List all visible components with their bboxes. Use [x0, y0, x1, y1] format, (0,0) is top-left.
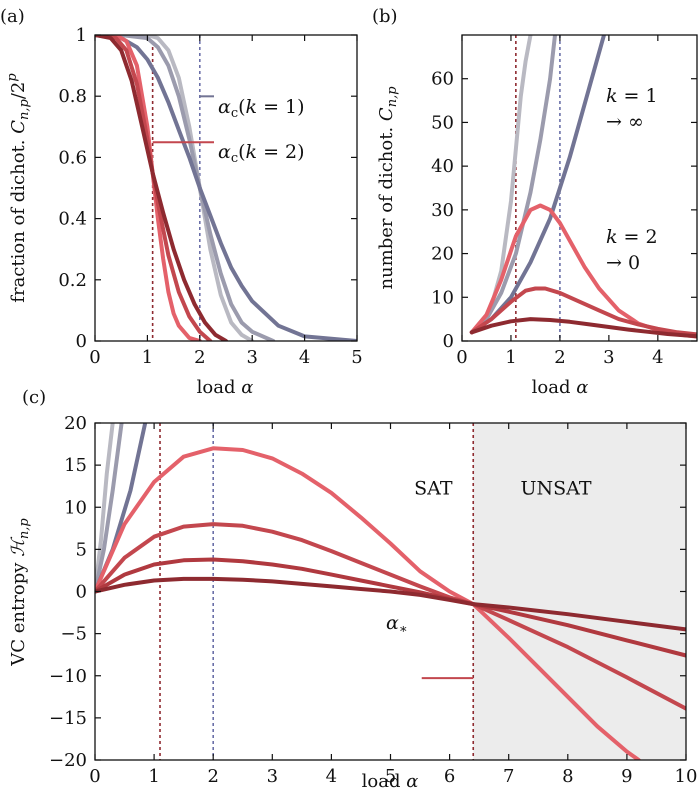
ytick-label-b-4: 40 — [431, 156, 454, 177]
xtick-label-a-5: 5 — [351, 347, 362, 368]
ytick-label-a-4: 0.8 — [58, 86, 87, 107]
panel-b-label: (b) — [372, 6, 398, 27]
xtick-label-c-5: 5 — [385, 766, 396, 787]
panel-b-ylabel: number of dichot. Cn,p — [376, 86, 400, 290]
ytick-label-c-2: −10 — [49, 666, 87, 687]
ytick-label-c-5: 5 — [76, 539, 87, 560]
series-line-b-3 — [469, 203, 697, 339]
panel-a-ylabel: fraction of dichot. Cn,p/2p — [5, 73, 32, 303]
xtick-label-c-9: 9 — [621, 766, 632, 787]
ytick-label-b-3: 30 — [431, 200, 454, 221]
xtick-label-c-3: 3 — [267, 766, 278, 787]
ytick-label-c-1: −15 — [49, 708, 87, 729]
panel-b-annot-k2-limit: → 0 — [606, 252, 640, 274]
series-line-c-3 — [95, 446, 641, 760]
panel-b: (b) number of dichot. Cn,p load α k = 1 … — [372, 6, 698, 398]
xtick-label-a-4: 4 — [299, 347, 310, 368]
unsat-region — [473, 423, 686, 760]
series-line-a-5 — [95, 35, 228, 341]
xtick-label-c-10: 10 — [675, 766, 698, 787]
series-line-c-4 — [95, 522, 686, 711]
xtick-label-b-1: 1 — [505, 347, 516, 368]
ytick-label-a-2: 0.4 — [58, 209, 87, 230]
panel-c-annot-alpha-star: α∗ — [386, 612, 408, 637]
panel-b-annot-k1: k = 1 — [606, 85, 658, 107]
series-line-c-6 — [95, 576, 686, 632]
series-line-a-3 — [95, 35, 202, 341]
series-line-c-0 — [95, 423, 115, 594]
panel-c-xlabel: load α — [362, 771, 419, 792]
xtick-label-b-2: 2 — [554, 347, 565, 368]
series-line-b-5 — [469, 317, 697, 339]
xtick-label-c-6: 6 — [444, 766, 455, 787]
ytick-label-b-0: 0 — [443, 331, 454, 352]
series-line-b-4 — [469, 286, 697, 337]
ytick-label-b-6: 60 — [431, 69, 454, 90]
xtick-label-c-0: 0 — [89, 766, 100, 787]
panel-a-xlabel: load α — [197, 377, 254, 398]
ytick-label-a-0: 0 — [76, 331, 87, 352]
panel-a-label: (a) — [0, 6, 25, 27]
ytick-label-c-4: 0 — [76, 582, 87, 603]
xtick-label-b-3: 3 — [603, 347, 614, 368]
series-line-a-0 — [95, 35, 255, 341]
series-line-c-1 — [95, 423, 124, 594]
xtick-label-c-8: 8 — [562, 766, 573, 787]
axes-frame-b — [461, 34, 698, 342]
region-label-c-1: UNSAT — [521, 478, 592, 500]
axes-frame-a — [94, 34, 358, 342]
panel-a: (a) fraction of dichot. Cn,p/2p load α α… — [0, 6, 363, 398]
ytick-label-b-1: 10 — [431, 287, 454, 308]
ytick-label-c-7: 15 — [64, 455, 87, 476]
panel-b-xlabel: load α — [532, 377, 589, 398]
ytick-label-b-5: 50 — [431, 112, 454, 133]
ytick-label-b-2: 20 — [431, 244, 454, 265]
ytick-label-a-3: 0.6 — [58, 147, 87, 168]
panel-c-ylabel: VC entropy ℋn,p — [8, 518, 32, 667]
xtick-label-c-1: 1 — [148, 766, 159, 787]
xtick-label-c-4: 4 — [326, 766, 337, 787]
series-line-a-1 — [95, 35, 276, 341]
xtick-label-c-7: 7 — [503, 766, 514, 787]
xtick-label-c-2: 2 — [207, 766, 218, 787]
xtick-label-a-2: 2 — [194, 347, 205, 368]
series-line-a-2 — [95, 35, 357, 341]
ytick-label-c-0: −20 — [49, 750, 87, 771]
series-group-c — [95, 423, 686, 760]
ytick-label-a-1: 0.2 — [58, 270, 87, 291]
panel-b-annot-k2: k = 2 — [606, 226, 658, 248]
xtick-label-a-0: 0 — [89, 347, 100, 368]
ytick-label-a-5: 1 — [76, 25, 87, 46]
panel-a-annot-k1: αc(k = 1) — [218, 96, 305, 121]
xtick-label-a-1: 1 — [142, 347, 153, 368]
series-group-b — [469, 35, 697, 339]
panel-c: (c) VC entropy ℋn,p load α α∗ 0 1 2 3 4 5 6 7 8 9… — [8, 387, 697, 792]
ytick-label-c-3: −5 — [60, 624, 87, 645]
series-line-c-5 — [95, 557, 686, 658]
panel-c-label: (c) — [22, 387, 46, 408]
ytick-label-c-6: 10 — [64, 497, 87, 518]
xtick-label-a-3: 3 — [246, 347, 257, 368]
panel-a-annot-k2: αc(k = 2) — [218, 141, 305, 166]
region-label-c-0: SAT — [414, 478, 453, 500]
xtick-label-b-4: 4 — [652, 347, 663, 368]
panel-b-annot-k1-limit: → ∞ — [606, 111, 644, 133]
series-group-a — [95, 35, 357, 341]
ytick-label-c-8: 20 — [64, 413, 87, 434]
xtick-label-b-0: 0 — [456, 347, 467, 368]
